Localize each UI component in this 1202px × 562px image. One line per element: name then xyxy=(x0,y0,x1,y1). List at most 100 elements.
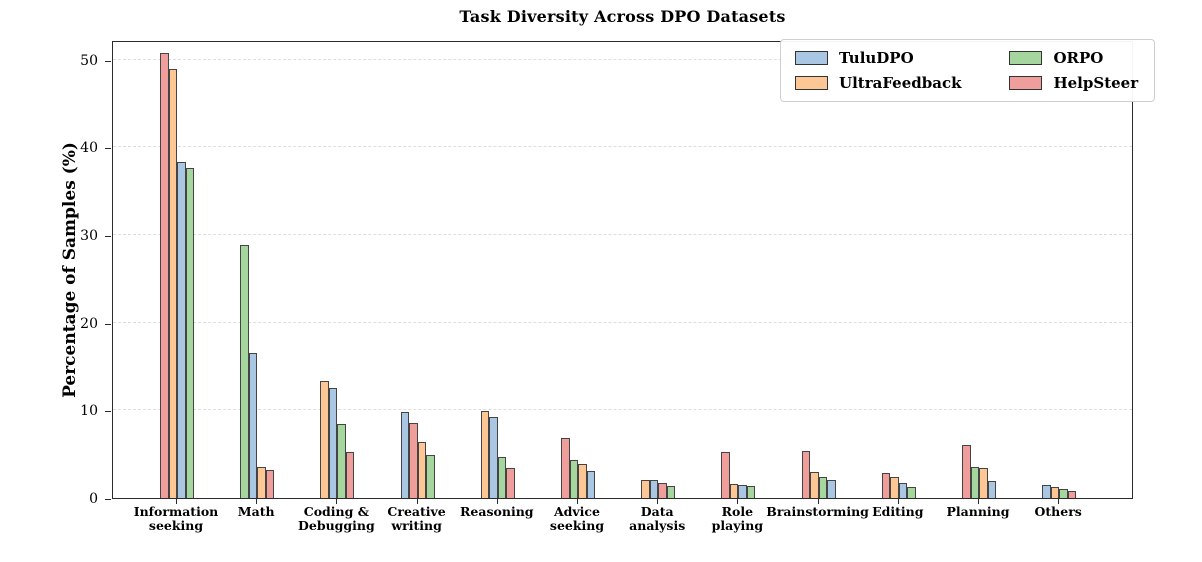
x-tick-mark xyxy=(176,499,177,504)
x-tick-mark xyxy=(577,499,578,504)
bar-helpsteer-1 xyxy=(160,52,169,498)
bar-orpo-7 xyxy=(666,485,676,498)
y-tick-mark xyxy=(105,148,111,150)
x-tick-label-11: Planning xyxy=(946,504,1010,519)
y-tick-label: 30 xyxy=(80,228,98,245)
y-tick-label: 0 xyxy=(89,491,98,507)
bar-group xyxy=(480,411,515,498)
legend-label: ORPO xyxy=(1053,49,1104,67)
x-axis: Information seeking Math Coding & Debugging C… xyxy=(112,499,1133,549)
x-tick-mark xyxy=(817,499,819,504)
legend-label: HelpSteer xyxy=(1053,74,1139,92)
y-tick-mark xyxy=(105,236,111,238)
x-tick-label-10: Editing xyxy=(872,504,924,519)
y-tick-mark xyxy=(105,411,111,413)
x-tick-mark xyxy=(496,499,498,504)
bar-group xyxy=(320,380,355,498)
x-tick-label-3: Coding & Debugging xyxy=(298,504,375,533)
x-tick-mark xyxy=(336,499,338,504)
x-tick-mark xyxy=(737,499,739,504)
y-tick-mark xyxy=(105,499,111,500)
bar-ultrafeedback-3 xyxy=(320,380,329,498)
bar-ultrafeedback-6 xyxy=(578,463,587,498)
y-tick-mark xyxy=(105,60,111,62)
gridline xyxy=(113,321,1132,323)
bar-tuludpo-11 xyxy=(987,481,996,498)
x-tick-label-2: Math xyxy=(237,504,275,519)
y-tick-label: 20 xyxy=(80,315,98,332)
bar-group xyxy=(400,412,435,498)
legend-swatch-tuludpo xyxy=(795,51,828,65)
bar-helpsteer-9 xyxy=(801,450,811,498)
bar-ultrafeedback-10 xyxy=(890,476,899,498)
bar-orpo-9 xyxy=(818,476,828,498)
x-tick-label-9: Brainstorming xyxy=(766,504,869,519)
bar-tuludpo-12 xyxy=(1042,484,1051,498)
bar-group xyxy=(160,52,194,498)
bar-tuludpo-5 xyxy=(489,417,498,498)
legend-swatch-orpo xyxy=(1009,51,1043,65)
bar-helpsteer-11 xyxy=(962,445,971,498)
y-axis: 0 10 20 30 40 50 xyxy=(0,41,112,506)
bar-group xyxy=(881,473,916,498)
y-tick-mark xyxy=(105,323,111,325)
x-tick-mark xyxy=(657,499,659,504)
bar-group xyxy=(962,445,996,498)
x-tick-mark xyxy=(256,499,258,504)
bar-group xyxy=(240,244,275,498)
bar-tuludpo-7 xyxy=(649,480,659,498)
y-tick-label: 10 xyxy=(80,403,98,420)
bar-helpsteer-5 xyxy=(506,468,515,498)
chart-title: Task Diversity Across DPO Datasets xyxy=(459,7,786,26)
bar-orpo-8 xyxy=(746,485,756,498)
legend-swatch-ultrafeedback xyxy=(795,76,828,90)
x-tick-label-7: Data analysis xyxy=(629,504,686,533)
x-tick-mark xyxy=(416,499,418,504)
bar-group xyxy=(721,452,756,498)
x-tick-label-5: Reasoning xyxy=(460,504,534,519)
bar-ultrafeedback-4 xyxy=(417,441,427,498)
bar-helpsteer-12 xyxy=(1067,491,1077,498)
bar-orpo-12 xyxy=(1059,489,1068,498)
bar-helpsteer-6 xyxy=(561,438,570,498)
legend-label: TuluDPO xyxy=(839,49,914,67)
y-tick-label: 50 xyxy=(80,52,98,69)
bar-ultrafeedback-8 xyxy=(729,483,739,498)
bar-helpsteer-8 xyxy=(721,452,730,498)
bar-ultrafeedback-2 xyxy=(257,467,266,498)
x-tick-label-12: Others xyxy=(1034,504,1082,519)
bar-tuludpo-6 xyxy=(586,470,595,498)
bar-group xyxy=(1042,484,1077,498)
bar-orpo-3 xyxy=(337,423,346,498)
legend-item-ultrafeedback: UltraFeedback xyxy=(795,74,961,92)
bar-ultrafeedback-1 xyxy=(168,68,177,498)
bar-orpo-10 xyxy=(907,487,916,498)
x-tick-label-4: Creative writing xyxy=(387,504,446,533)
x-tick-mark xyxy=(897,499,899,504)
bar-group xyxy=(801,450,836,498)
bar-group xyxy=(641,479,676,498)
x-tick-mark xyxy=(978,499,979,504)
x-tick-label-1: Information seeking xyxy=(133,504,219,533)
bar-ultrafeedback-11 xyxy=(979,468,988,498)
bar-orpo-1 xyxy=(185,167,194,498)
bar-group xyxy=(561,438,595,498)
bar-helpsteer-7 xyxy=(658,483,667,498)
x-tick-label-6: Advice seeking xyxy=(549,504,605,533)
legend-label: UltraFeedback xyxy=(839,74,962,92)
x-tick-label-8: Role playing xyxy=(711,504,764,533)
x-tick-mark xyxy=(1058,499,1060,504)
bar-tuludpo-10 xyxy=(898,483,908,498)
bar-ultrafeedback-5 xyxy=(480,411,490,498)
plot-area xyxy=(112,41,1133,499)
bar-helpsteer-10 xyxy=(881,473,891,498)
bar-orpo-4 xyxy=(426,455,435,498)
bar-tuludpo-4 xyxy=(400,412,410,498)
bar-helpsteer-4 xyxy=(409,422,418,498)
bar-tuludpo-1 xyxy=(177,162,186,498)
gridline xyxy=(113,146,1132,148)
bar-tuludpo-8 xyxy=(738,484,747,498)
legend-swatch-helpsteer xyxy=(1009,76,1043,90)
legend-item-orpo: ORPO xyxy=(1009,49,1138,67)
legend-item-helpsteer: HelpSteer xyxy=(1009,74,1138,92)
